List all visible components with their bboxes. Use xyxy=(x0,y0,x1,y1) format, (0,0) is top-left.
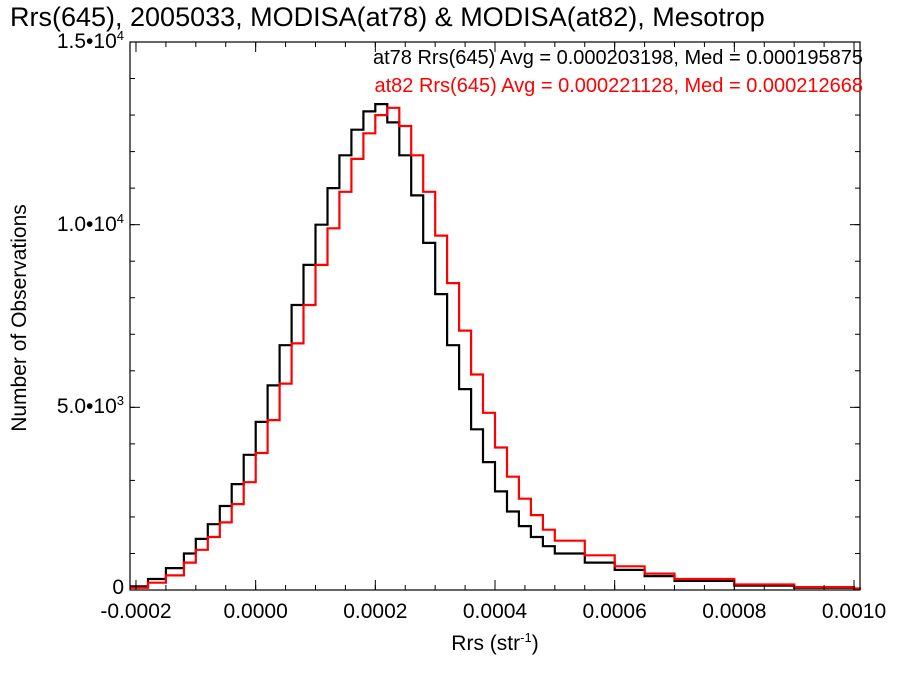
x-tick-label: 0.0008 xyxy=(702,600,767,623)
annotation-at82: at82 Rrs(645) Avg = 0.000221128, Med = 0… xyxy=(374,75,863,97)
x-axis-label-sup: -1 xyxy=(520,630,532,645)
annotation-at78: at78 Rrs(645) Avg = 0.000203198, Med = 0… xyxy=(372,47,863,69)
chart-title: Rrs(645), 2005033, MODISA(at78) & MODISA… xyxy=(10,2,765,32)
plot-lines xyxy=(130,103,862,590)
axis-ticks xyxy=(130,41,860,591)
x-tick-label: 0.0004 xyxy=(462,600,528,623)
y-tick-label: 1.5•104 xyxy=(56,28,124,53)
series-at78-line xyxy=(130,103,862,590)
y-tick-label: 0 xyxy=(112,576,124,599)
plot-frame xyxy=(129,41,861,591)
x-axis-label-base: Rrs (str xyxy=(451,632,521,655)
x-tick-label: -0.0002 xyxy=(100,600,172,623)
x-tick-label: 0.0002 xyxy=(343,600,408,623)
x-tick-label: 0.0010 xyxy=(821,600,887,623)
x-tick-label: 0.0000 xyxy=(223,600,288,623)
y-tick-label: 5.0•103 xyxy=(56,393,124,419)
x-axis-label: Rrs (str-1) xyxy=(451,630,538,656)
x-tick-label: 0.0006 xyxy=(582,600,647,623)
y-axis-label: Number of Observations xyxy=(8,204,31,432)
x-axis-label-close: ) xyxy=(531,632,539,655)
series-at82-line xyxy=(130,106,862,590)
y-tick-label: 1.0•104 xyxy=(56,210,124,236)
